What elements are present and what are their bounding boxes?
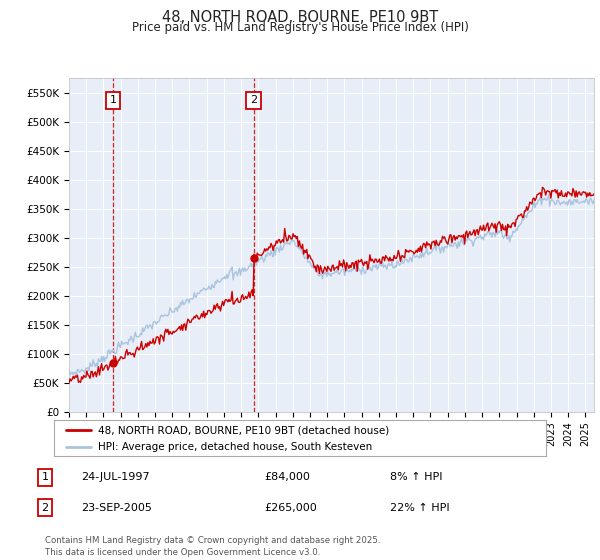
Text: 48, NORTH ROAD, BOURNE, PE10 9BT: 48, NORTH ROAD, BOURNE, PE10 9BT (162, 10, 438, 25)
Text: 22% ↑ HPI: 22% ↑ HPI (390, 503, 449, 513)
Text: 1: 1 (41, 472, 49, 482)
Text: 24-JUL-1997: 24-JUL-1997 (81, 472, 149, 482)
Text: HPI: Average price, detached house, South Kesteven: HPI: Average price, detached house, Sout… (98, 442, 373, 452)
Text: £265,000: £265,000 (264, 503, 317, 513)
Text: Contains HM Land Registry data © Crown copyright and database right 2025.
This d: Contains HM Land Registry data © Crown c… (45, 536, 380, 557)
Text: 1: 1 (110, 95, 116, 105)
Text: 8% ↑ HPI: 8% ↑ HPI (390, 472, 443, 482)
Text: Price paid vs. HM Land Registry's House Price Index (HPI): Price paid vs. HM Land Registry's House … (131, 21, 469, 34)
Text: 48, NORTH ROAD, BOURNE, PE10 9BT (detached house): 48, NORTH ROAD, BOURNE, PE10 9BT (detach… (98, 425, 389, 435)
Text: 2: 2 (250, 95, 257, 105)
Text: £84,000: £84,000 (264, 472, 310, 482)
Text: 2: 2 (41, 503, 49, 513)
Text: 23-SEP-2005: 23-SEP-2005 (81, 503, 152, 513)
